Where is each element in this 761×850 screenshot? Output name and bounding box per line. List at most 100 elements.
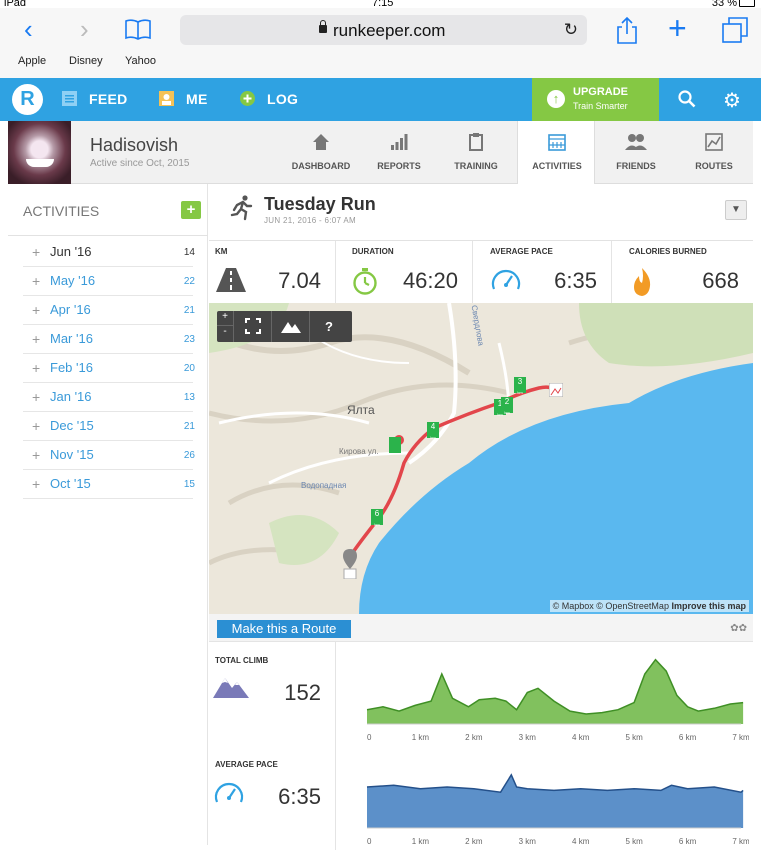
km-marker-6-label: 6 bbox=[374, 509, 380, 518]
nav-me[interactable]: ME bbox=[159, 91, 208, 107]
sidebar-divider bbox=[8, 235, 208, 236]
add-activity-button[interactable]: + bbox=[181, 201, 201, 219]
expand-plus-icon[interactable]: + bbox=[32, 360, 41, 376]
chart-tick-label: 1 km bbox=[412, 837, 430, 846]
nav-log[interactable]: LOG bbox=[240, 91, 298, 107]
stat-calories: CALORIES BURNED 668 bbox=[612, 241, 753, 304]
tab-dashboard[interactable]: DASHBOARD bbox=[282, 121, 360, 184]
month-name[interactable]: Nov '15 bbox=[50, 447, 94, 462]
chart-series-line bbox=[366, 658, 744, 715]
search-icon[interactable] bbox=[678, 90, 696, 108]
month-count: 21 bbox=[183, 305, 195, 316]
km-marker-5[interactable] bbox=[389, 437, 401, 453]
tab-reports[interactable]: REPORTS bbox=[360, 121, 438, 184]
month-name[interactable]: Mar '16 bbox=[50, 331, 93, 346]
chevron-down-icon[interactable]: ▼ bbox=[725, 200, 747, 220]
bar-chart-icon bbox=[391, 134, 408, 150]
bookmarks-icon[interactable] bbox=[124, 18, 152, 40]
pace-value: 6:35 bbox=[278, 784, 321, 809]
sidebar-month-item[interactable]: + Oct '15 15 bbox=[23, 470, 195, 499]
stat-calories-value: 668 bbox=[702, 268, 739, 293]
month-name[interactable]: Apr '16 bbox=[50, 302, 91, 317]
sidebar-month-item[interactable]: + Apr '16 21 bbox=[23, 296, 195, 325]
zoom-in-button[interactable]: + bbox=[217, 311, 233, 326]
pace-chart[interactable]: 0 1 km 2 km 3 km 4 km 5 km 6 km 7 km bbox=[359, 746, 749, 850]
profile-name[interactable]: Hadisovish bbox=[90, 135, 179, 155]
expand-plus-icon[interactable]: + bbox=[32, 273, 41, 289]
expand-plus-icon[interactable]: + bbox=[32, 418, 41, 434]
sidebar-month-item[interactable]: + Mar '16 23 bbox=[23, 325, 195, 354]
expand-plus-icon[interactable]: + bbox=[32, 331, 41, 347]
favorite-apple[interactable]: Apple bbox=[18, 55, 47, 67]
fullscreen-button[interactable] bbox=[234, 311, 272, 342]
clipboard-icon bbox=[469, 133, 483, 151]
terrain-button[interactable] bbox=[272, 311, 310, 342]
month-name[interactable]: Feb '16 bbox=[50, 360, 93, 375]
tabs-icon[interactable] bbox=[722, 17, 748, 43]
chart-tick-label: 2 km bbox=[465, 837, 483, 846]
km-marker-4[interactable]: 4 km bbox=[427, 422, 439, 440]
expand-plus-icon[interactable]: + bbox=[32, 302, 41, 318]
expand-plus-icon[interactable]: + bbox=[32, 447, 41, 463]
month-name[interactable]: Dec '15 bbox=[50, 418, 94, 433]
chart-area bbox=[367, 774, 744, 828]
km-marker-6[interactable]: 6 km bbox=[371, 509, 383, 527]
sidebar-month-item[interactable]: + Dec '15 21 bbox=[23, 412, 195, 441]
tab-training[interactable]: TRAINING bbox=[437, 121, 515, 184]
back-icon[interactable]: ‹ bbox=[24, 14, 33, 44]
upgrade-button[interactable]: ↑ UPGRADE Train Smarter bbox=[532, 78, 659, 121]
expand-plus-icon[interactable]: + bbox=[32, 476, 41, 492]
improve-map-link[interactable]: Improve this map bbox=[671, 601, 746, 611]
sidebar-month-item[interactable]: + Nov '15 26 bbox=[23, 441, 195, 470]
sidebar-month-item[interactable]: + Jun '16 14 bbox=[23, 238, 195, 267]
pace-summary: AVERAGE PACE 6:35 bbox=[209, 746, 336, 850]
paw-icon[interactable]: ✿✿ bbox=[730, 623, 747, 634]
zoom-out-button[interactable]: - bbox=[223, 326, 227, 337]
favorite-yahoo[interactable]: Yahoo bbox=[125, 55, 156, 67]
running-icon bbox=[230, 195, 253, 221]
avatar[interactable] bbox=[8, 121, 71, 184]
forward-icon[interactable]: › bbox=[80, 14, 89, 44]
mountain-icon bbox=[280, 322, 301, 333]
stat-pace-label: AVERAGE PACE bbox=[490, 247, 553, 256]
new-tab-icon[interactable]: + bbox=[668, 10, 687, 46]
chart-tick-label: 6 km bbox=[679, 837, 697, 846]
address-bar[interactable]: runkeeper.com ↻ bbox=[180, 15, 587, 45]
flame-icon bbox=[634, 268, 651, 296]
map-help-button[interactable]: ? bbox=[325, 319, 333, 334]
favorite-disney[interactable]: Disney bbox=[69, 55, 103, 67]
tab-training-label: TRAINING bbox=[454, 161, 498, 171]
sidebar-month-item[interactable]: + Jan '16 13 bbox=[23, 383, 195, 412]
tab-reports-label: REPORTS bbox=[377, 161, 421, 171]
month-name[interactable]: Jun '16 bbox=[50, 244, 92, 259]
chart-tick-label: 4 km bbox=[572, 837, 590, 846]
settings-gear-icon[interactable]: ⚙ bbox=[723, 90, 741, 112]
stats-row: KM 7.04 DURATION 46:20 AVERAGE PACE 6:35… bbox=[209, 240, 753, 304]
expand-plus-icon[interactable]: + bbox=[32, 244, 41, 260]
start-pin-icon[interactable] bbox=[343, 549, 357, 579]
month-name[interactable]: Oct '15 bbox=[50, 476, 91, 491]
elevation-chart[interactable]: 0 1 km 2 km 3 km 4 km 5 km 6 km 7 km bbox=[359, 642, 749, 746]
nav-feed[interactable]: FEED bbox=[62, 91, 128, 107]
reload-icon[interactable]: ↻ bbox=[563, 20, 578, 39]
runkeeper-logo-icon[interactable]: R bbox=[12, 84, 43, 115]
make-route-button[interactable]: Make this a Route bbox=[217, 620, 351, 638]
tab-friends[interactable]: FRIENDS bbox=[597, 121, 675, 184]
map-credit-text[interactable]: © Mapbox © OpenStreetMap bbox=[552, 601, 669, 611]
share-icon[interactable] bbox=[616, 16, 638, 44]
log-icon bbox=[240, 91, 255, 106]
tab-routes[interactable]: ROUTES bbox=[675, 121, 753, 184]
expand-plus-icon[interactable]: + bbox=[32, 389, 41, 405]
km-marker-3[interactable]: 3 km bbox=[514, 377, 526, 395]
tab-activities[interactable]: ACTIVITIES bbox=[517, 121, 595, 184]
month-name[interactable]: May '16 bbox=[50, 273, 96, 288]
chart-tick-label: 3 km bbox=[519, 733, 537, 742]
route-map[interactable]: Ялта Кирова ул. Водопадная Свердлова 1 km… bbox=[209, 303, 753, 614]
photo-marker-icon[interactable] bbox=[549, 383, 563, 397]
sidebar-month-item[interactable]: + Feb '16 20 bbox=[23, 354, 195, 383]
routes-icon bbox=[705, 133, 723, 151]
month-name[interactable]: Jan '16 bbox=[50, 389, 92, 404]
map-attribution: © Mapbox © OpenStreetMap Improve this ma… bbox=[549, 600, 749, 612]
km-marker-2[interactable]: 2 km bbox=[501, 397, 513, 415]
sidebar-month-item[interactable]: + May '16 22 bbox=[23, 267, 195, 296]
